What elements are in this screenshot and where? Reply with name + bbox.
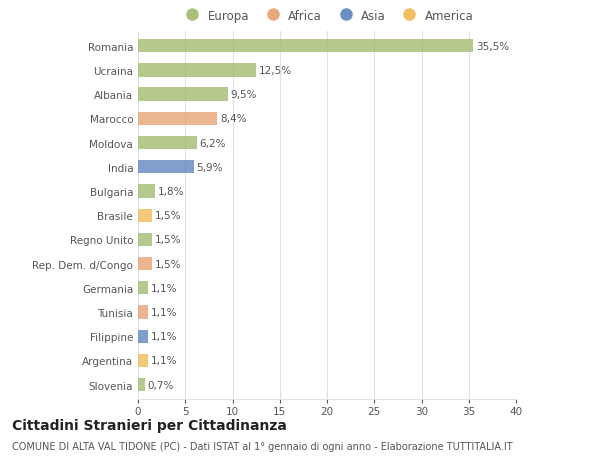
Text: 5,9%: 5,9% (197, 162, 223, 173)
Bar (138, 257, 152, 271)
Text: 12,5%: 12,5% (259, 66, 292, 76)
Text: 6,2%: 6,2% (199, 138, 226, 148)
Bar (138, 209, 152, 222)
Text: 9,5%: 9,5% (230, 90, 257, 100)
Text: 8,4%: 8,4% (220, 114, 247, 124)
Bar (138, 354, 148, 367)
Bar (138, 306, 148, 319)
Text: 1,5%: 1,5% (155, 235, 182, 245)
Text: 1,5%: 1,5% (155, 211, 182, 221)
Text: 1,1%: 1,1% (151, 308, 178, 317)
Text: COMUNE DI ALTA VAL TIDONE (PC) - Dati ISTAT al 1° gennaio di ogni anno - Elabora: COMUNE DI ALTA VAL TIDONE (PC) - Dati IS… (12, 441, 512, 451)
Text: 1,5%: 1,5% (155, 259, 182, 269)
Bar (138, 137, 197, 150)
Bar (138, 185, 155, 198)
Text: 1,1%: 1,1% (151, 356, 178, 366)
Bar (138, 281, 148, 295)
Text: 35,5%: 35,5% (476, 42, 509, 51)
Bar (138, 161, 194, 174)
Bar (138, 88, 228, 101)
Legend: Europa, Africa, Asia, America: Europa, Africa, Asia, America (181, 10, 473, 22)
Text: 0,7%: 0,7% (148, 380, 174, 390)
Text: 1,8%: 1,8% (158, 186, 184, 196)
Bar (138, 40, 473, 53)
Text: 1,1%: 1,1% (151, 283, 178, 293)
Text: Cittadini Stranieri per Cittadinanza: Cittadini Stranieri per Cittadinanza (12, 418, 287, 431)
Bar (138, 330, 148, 343)
Bar (138, 378, 145, 392)
Bar (138, 112, 217, 126)
Bar (138, 64, 256, 78)
Bar (138, 233, 152, 246)
Text: 1,1%: 1,1% (151, 331, 178, 341)
